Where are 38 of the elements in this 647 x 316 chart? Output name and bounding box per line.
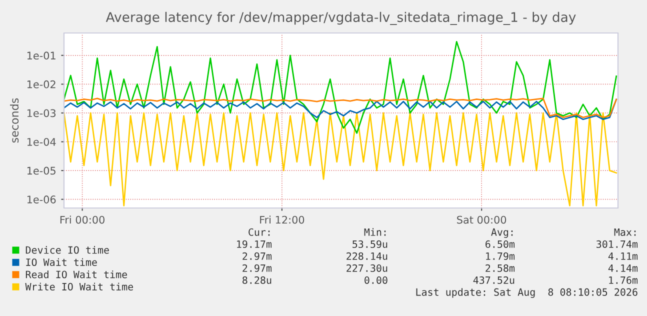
x-tick-label: Fri 00:00 <box>60 216 104 224</box>
text: Max: <box>614 228 636 236</box>
y-axis-title: seconds <box>10 98 19 143</box>
text: 1.76m <box>609 276 638 284</box>
text: 19.17m <box>237 240 272 248</box>
line-series <box>64 112 618 206</box>
text: 2.58m <box>486 264 515 272</box>
text: 4.14m <box>608 264 638 272</box>
text: 301.74m <box>596 240 638 248</box>
text: 1.79m <box>486 252 515 260</box>
x-tick-label: Sat 00:00 <box>457 216 506 224</box>
text: Avg: <box>491 228 513 238</box>
y-tick-label: 1e-02 <box>27 80 56 88</box>
text: Last update: Sat Aug 8 08:10:05 2026 <box>416 288 638 298</box>
text: 53.59u <box>352 240 388 248</box>
text: 227.30u <box>346 264 388 272</box>
text: 228.14u <box>346 252 388 260</box>
chart-title: Average latency for /dev/mapper/vgdata-lv_sitedata_rimage_1 - by day <box>106 12 576 25</box>
text: Min: <box>364 228 386 236</box>
text: 4.11m <box>608 252 638 260</box>
line-series <box>64 40 618 134</box>
x-tick-label: Fri 12:00 <box>260 216 304 224</box>
legend-label: IO Wait time <box>26 258 97 266</box>
y-tick-label: 1e-03 <box>27 109 56 118</box>
y-tick-label: 1e-01 <box>27 52 56 60</box>
text: Cur: <box>248 228 270 236</box>
legend-label: Read IO Wait time <box>26 270 127 278</box>
text: 8.28u <box>242 276 272 284</box>
text: 0.00 <box>364 276 388 284</box>
text: 2.97m <box>242 264 272 272</box>
text: 6.50m <box>486 240 515 248</box>
legend-label: Device IO time <box>26 246 109 254</box>
y-tick-label: 1e-04 <box>27 138 56 146</box>
text: 2.97m <box>242 252 272 260</box>
y-tick-label: 1e-05 <box>27 166 56 175</box>
y-tick-label: 1e-06 <box>27 196 56 204</box>
legend-label: Write IO Wait time <box>25 282 134 290</box>
text: 437.52u <box>473 276 514 284</box>
